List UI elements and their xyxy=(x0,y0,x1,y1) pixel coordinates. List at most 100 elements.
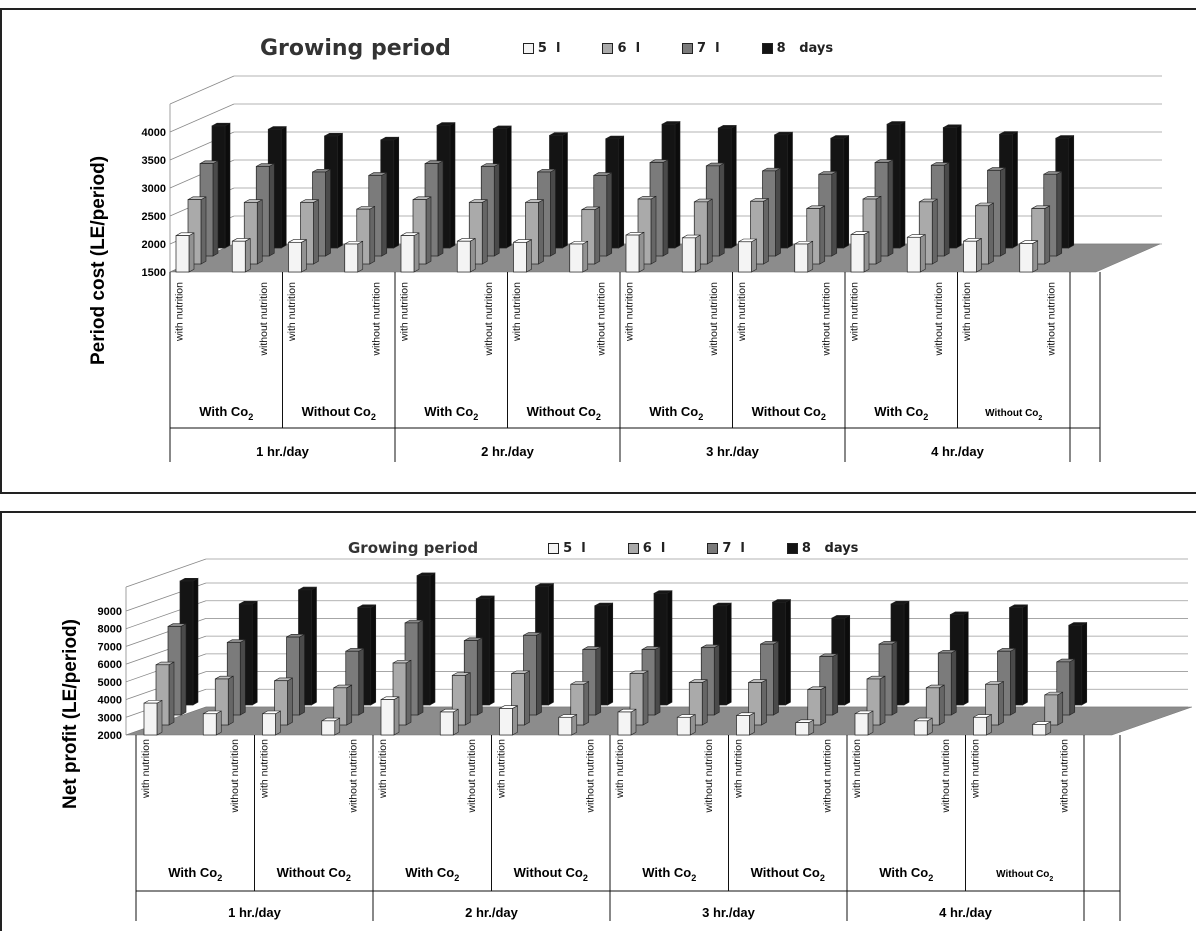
chart1-ytick-0: 1500 xyxy=(142,267,166,279)
chart1-bar-s6-c4 xyxy=(412,196,432,265)
chart2-bar-s8-c0 xyxy=(179,577,199,706)
chart1-supergroup-label-1: 2 hr./day xyxy=(481,444,535,459)
chart2-bar-s6-c3 xyxy=(333,684,353,726)
chart2-bar-s5-c2 xyxy=(262,710,281,736)
chart2-bar-s5-c10 xyxy=(736,712,755,736)
chart2-category-label-13: without nutrition xyxy=(940,739,952,814)
chart1-supergroup-label-3: 4 hr./day xyxy=(931,444,985,459)
chart2-legend-item-6: 6 l xyxy=(627,541,665,556)
chart1-bar-s5-c10 xyxy=(738,238,757,273)
chart1-bar-s6-c0 xyxy=(187,196,207,265)
chart1-group-label-7: Without Co2 xyxy=(985,408,1042,422)
chart2-group-label-4: With Co2 xyxy=(642,865,696,883)
chart2-legend-swatch-6 xyxy=(627,542,639,554)
chart1-group-label-1: Without Co2 xyxy=(302,404,376,422)
chart1-category-label-11: without nutrition xyxy=(820,282,832,357)
chart1-bar-s5-c15 xyxy=(1019,240,1039,273)
chart1-category-label-9: without nutrition xyxy=(708,282,720,357)
chart2-bar-s5-c9 xyxy=(676,714,696,736)
chart1-category-label-1: without nutrition xyxy=(258,282,270,357)
chart1-legend-item-8: 8 days xyxy=(761,41,833,56)
chart1-supergroup-label-0: 1 hr./day xyxy=(256,444,310,459)
chart2-group-label-2: With Co2 xyxy=(405,865,459,883)
chart2-category-label-15: without nutrition xyxy=(1058,739,1070,814)
chart1-legend-swatch-5 xyxy=(522,43,534,54)
chart1-category-label-4: with nutrition xyxy=(398,282,410,342)
chart2-ytick-1: 3000 xyxy=(98,712,122,724)
chart2-plot: 2000 3000 4000 5000 6000 7000 8000 9000 with nut… xyxy=(98,558,1193,921)
chart1-category-label-6: with nutrition xyxy=(511,282,523,342)
chart1-bar-s5-c6 xyxy=(513,239,532,273)
chart1-supergroup-label-2: 3 hr./day xyxy=(706,444,760,459)
chart1-group-label-0: With Co2 xyxy=(199,404,253,422)
chart2-bar-s6-c13 xyxy=(925,684,945,726)
chart1-category-label-5: without nutrition xyxy=(483,282,495,357)
chart2-bar-s5-c15 xyxy=(1032,721,1052,736)
chart2-supergroup-label-2: 3 hr./day xyxy=(702,905,756,920)
chart2-category-label-3: without nutrition xyxy=(347,739,359,814)
chart1-category-label-2: with nutrition xyxy=(286,282,298,342)
chart2-ytick-7: 9000 xyxy=(98,606,122,618)
chart1-bar-s5-c9 xyxy=(681,234,701,273)
chart1-ytick-2: 2500 xyxy=(142,211,166,223)
chart2-ytick-6: 8000 xyxy=(98,624,122,636)
chart1-group-label-2: With Co2 xyxy=(424,404,478,422)
chart2-grid-top-diag xyxy=(125,558,207,588)
net-profit-chart-panel: Growing period 5 l 6 l 7 l 8 days Net pr… xyxy=(0,511,1196,931)
chart2-legend-swatch-5 xyxy=(548,542,560,554)
chart2-supergroup-label-1: 2 hr./day xyxy=(465,905,519,920)
chart2-bar-s5-c6 xyxy=(499,705,518,736)
chart2-bar-s6-c15 xyxy=(1044,691,1064,726)
chart2-ytick-4: 6000 xyxy=(98,659,122,671)
chart2-category-label-14: with nutrition xyxy=(970,739,982,799)
chart2-legend-item-8: 8 days xyxy=(786,541,858,556)
chart1-category-label-10: with nutrition xyxy=(736,282,748,342)
chart1-group-label-5: Without Co2 xyxy=(752,404,826,422)
chart2-group-label-0: With Co2 xyxy=(168,865,222,883)
chart1-bar-s5-c7 xyxy=(569,240,589,273)
chart1-bar-s5-c14 xyxy=(963,237,982,273)
chart2-category-label-2: with nutrition xyxy=(259,739,271,799)
chart1-group-label-4: With Co2 xyxy=(649,404,703,422)
chart2-group-label-6: With Co2 xyxy=(879,865,933,883)
chart2-bar-s5-c11 xyxy=(795,719,815,736)
chart2-bar-s5-c5 xyxy=(439,708,459,736)
chart2-category-label-7: without nutrition xyxy=(584,739,596,814)
chart1-category-label-8: with nutrition xyxy=(623,282,635,342)
chart2-bar-s5-c0 xyxy=(143,699,163,736)
chart2-ytick-0: 2000 xyxy=(98,730,122,742)
chart2-legend-swatch-7 xyxy=(707,542,719,554)
chart2-legend-title: Growing period xyxy=(348,539,479,557)
chart2-bar-s5-c7 xyxy=(558,714,578,736)
chart2-legend-item-7: 7 l xyxy=(707,541,745,556)
chart1-bar-s5-c0 xyxy=(175,232,195,273)
chart2-legend-swatch-8 xyxy=(786,542,798,554)
chart1-ytick-1: 2000 xyxy=(142,239,166,251)
chart1-category-label-14: with nutrition xyxy=(961,282,973,342)
chart2-supergroup-label-3: 4 hr./day xyxy=(939,905,993,920)
chart2-ytick-3: 5000 xyxy=(98,677,122,689)
chart1-ytick-5: 4000 xyxy=(142,127,166,139)
chart2-category-label-1: without nutrition xyxy=(229,739,241,814)
chart2-category-label-12: with nutrition xyxy=(851,739,863,799)
chart2-group-label-3: Without Co2 xyxy=(514,865,588,883)
chart1-legend-item-6: 6 l xyxy=(602,41,640,56)
chart1-legend-swatch-8 xyxy=(761,43,773,54)
chart2-category-label-8: with nutrition xyxy=(614,739,626,799)
chart2-ytick-5: 7000 xyxy=(98,641,122,653)
chart1-legend-swatch-7 xyxy=(682,43,694,54)
chart1-legend-title: Growing period xyxy=(260,36,451,61)
chart2-bar-s6-c11 xyxy=(807,686,827,726)
chart1-group-label-3: Without Co2 xyxy=(527,404,601,422)
chart2-bar-s5-c14 xyxy=(973,714,992,736)
chart1-bar-s7-c5 xyxy=(480,163,500,257)
chart2-category-label-0: with nutrition xyxy=(140,739,152,799)
chart1-grid-top-diag xyxy=(169,75,235,105)
chart1-bar-s5-c2 xyxy=(288,239,307,273)
chart2-category-label-5: without nutrition xyxy=(466,739,478,814)
chart1-plot: 1500 2000 2500 3000 3500 4000 with nutrition wi… xyxy=(142,75,1162,462)
chart2-ytick-2: 4000 xyxy=(98,695,122,707)
chart1-legend-item-5: 5 l xyxy=(522,41,560,56)
chart1-category-label-15: without nutrition xyxy=(1045,282,1057,357)
chart1-bar-s5-c13 xyxy=(906,234,926,273)
